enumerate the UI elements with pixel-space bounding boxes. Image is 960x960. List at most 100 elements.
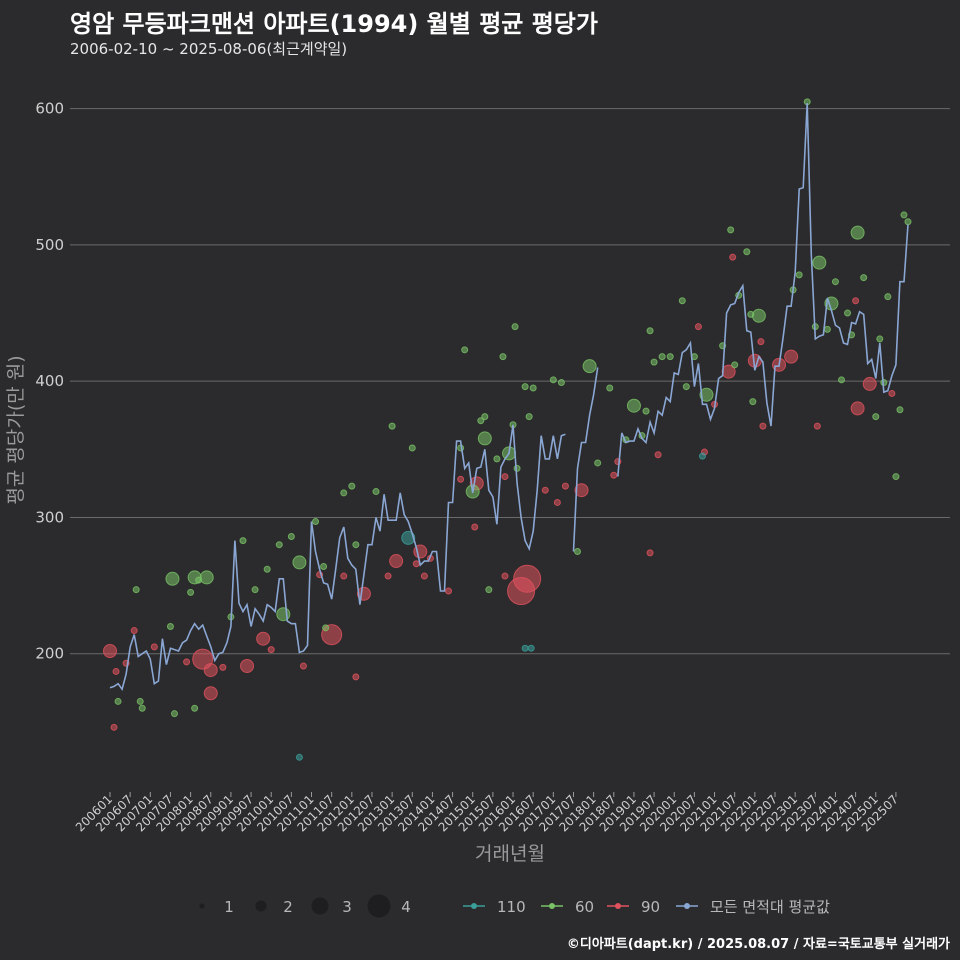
y-axis-ticks: 200 300 400 500 600 xyxy=(35,100,64,663)
data-point-90 xyxy=(299,662,307,670)
data-point-60 xyxy=(844,309,852,317)
y-tick-label: 400 xyxy=(35,372,64,390)
legend: 1 2 3 4 110 60 90 모든 면적대 평균값 xyxy=(199,894,830,918)
data-point-60 xyxy=(731,361,739,369)
data-point-60 xyxy=(195,576,203,584)
data-point-90 xyxy=(784,349,799,364)
data-point-60 xyxy=(900,211,908,219)
data-point-60 xyxy=(904,218,912,226)
data-point-60 xyxy=(287,533,295,541)
data-point-90 xyxy=(110,723,118,731)
data-point-60 xyxy=(860,274,868,282)
data-point-60 xyxy=(191,704,199,712)
data-point-90 xyxy=(610,471,618,479)
data-point-60 xyxy=(461,346,469,354)
data-point-90 xyxy=(240,658,255,673)
data-point-60 xyxy=(850,225,865,240)
average-line-segment xyxy=(617,103,909,477)
data-point-60 xyxy=(132,586,140,594)
data-point-60 xyxy=(372,488,380,496)
data-point-90 xyxy=(850,401,865,416)
data-point-60 xyxy=(749,398,757,406)
data-point-90 xyxy=(507,577,536,606)
data-point-90 xyxy=(757,338,765,346)
data-point-60 xyxy=(312,518,320,526)
y-tick-label: 500 xyxy=(35,236,64,254)
average-line xyxy=(109,103,909,692)
data-point-60 xyxy=(275,541,283,549)
data-point-60 xyxy=(165,571,180,586)
data-point-60 xyxy=(557,379,565,387)
legend-label: 60 xyxy=(575,898,594,916)
data-point-90 xyxy=(389,554,404,569)
legend-marker xyxy=(549,903,555,909)
data-point-60 xyxy=(499,353,507,361)
data-point-60 xyxy=(485,586,493,594)
data-point-60 xyxy=(823,325,831,333)
legend-size-label: 1 xyxy=(224,898,234,916)
data-point-90 xyxy=(553,498,561,506)
data-point-90 xyxy=(646,549,654,557)
data-point-90 xyxy=(203,686,218,701)
source-credit: ©디아파트(dapt.kr) / 2025.08.07 / 자료=국토교통부 실… xyxy=(566,937,950,952)
data-point-60 xyxy=(138,704,146,712)
y-tick-label: 200 xyxy=(35,645,64,663)
data-point-90 xyxy=(813,422,821,430)
data-point-60 xyxy=(838,376,845,384)
data-point-60 xyxy=(511,323,519,331)
data-point-60 xyxy=(292,555,307,570)
x-axis-ticks: 2006012006072007012007072008012008072009… xyxy=(73,792,901,835)
data-point-60 xyxy=(239,537,247,545)
chart-subtitle: 2006-02-10 ~ 2025-08-06(최근계약일) xyxy=(70,40,348,58)
data-point-60 xyxy=(594,459,602,467)
data-point-90 xyxy=(256,631,271,646)
data-point-60 xyxy=(574,548,582,556)
legend-label: 90 xyxy=(641,898,660,916)
data-point-60 xyxy=(320,563,328,571)
data-point-110 xyxy=(401,530,416,545)
data-point-60 xyxy=(187,588,195,596)
data-point-60 xyxy=(525,413,533,421)
chart-title: 영암 무등파크맨션 아파트(1994) 월별 평균 평당가 xyxy=(70,10,598,38)
data-point-60 xyxy=(114,697,122,705)
legend-size-marker xyxy=(311,897,329,915)
legend-label: 모든 면적대 평균값 xyxy=(710,898,830,916)
legend-size-marker xyxy=(255,900,267,912)
data-point-60 xyxy=(263,565,271,573)
data-point-60 xyxy=(348,482,356,490)
data-point-110 xyxy=(295,753,303,761)
y-axis-title: 평균 평당가(만 원) xyxy=(5,355,27,504)
data-point-90 xyxy=(352,673,360,681)
data-point-90 xyxy=(574,483,589,498)
data-point-90 xyxy=(412,560,420,568)
data-point-60 xyxy=(831,278,839,286)
data-point-60 xyxy=(678,297,686,305)
data-point-60 xyxy=(388,422,396,430)
data-point-60 xyxy=(477,417,485,425)
legend-size-marker xyxy=(367,894,391,918)
data-point-60 xyxy=(795,271,803,279)
data-point-60 xyxy=(322,624,330,632)
data-point-90 xyxy=(267,646,275,654)
data-point-90 xyxy=(203,663,218,678)
data-point-90 xyxy=(384,572,392,580)
legend-marker xyxy=(471,903,477,909)
data-point-60 xyxy=(513,464,521,472)
legend-label: 110 xyxy=(497,898,526,916)
data-point-60 xyxy=(626,398,641,413)
data-point-60 xyxy=(166,622,174,630)
average-line-segment xyxy=(572,367,599,552)
data-point-110 xyxy=(527,644,535,652)
data-point-60 xyxy=(812,255,827,270)
data-point-60 xyxy=(481,413,489,421)
data-point-90 xyxy=(130,627,138,635)
data-point-90 xyxy=(501,572,509,580)
data-point-60 xyxy=(521,383,529,391)
data-point-60 xyxy=(352,541,360,549)
y-tick-label: 600 xyxy=(35,100,64,118)
data-point-60 xyxy=(892,473,900,481)
data-point-90 xyxy=(561,482,569,490)
data-point-60 xyxy=(529,384,537,392)
data-point-60 xyxy=(340,489,348,497)
